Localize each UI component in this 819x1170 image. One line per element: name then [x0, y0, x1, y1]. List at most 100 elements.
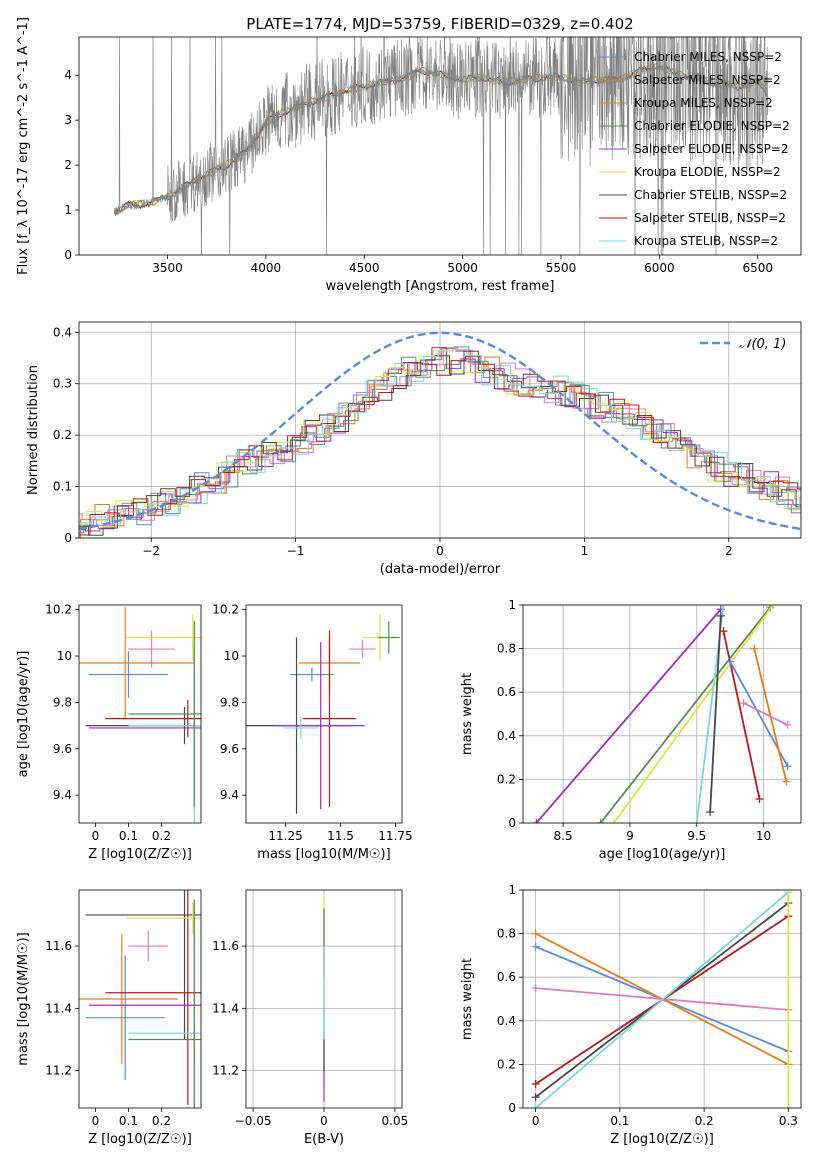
panel-mass_vs_Z: 0 0.1 0.2 11.2 11.4 11.6 Z [log10(Z/Z☉)] mass [… [16, 889, 202, 1147]
legend-label: Kroupa STELIB, NSSP=2 [634, 234, 778, 248]
x-tick-label: 1 [581, 544, 589, 558]
y-tick-label: 11.4 [45, 1001, 72, 1015]
x-tick-label: 0.2 [152, 1114, 171, 1128]
plot-area [532, 605, 792, 823]
y-tick-label: 2 [64, 158, 72, 172]
residual-histogram [79, 349, 801, 528]
x-tick-label: 9.5 [687, 829, 706, 843]
weight-marker [768, 605, 777, 609]
x-tick-label: 0.1 [119, 1114, 138, 1128]
y-tick-label: 10 [224, 649, 239, 663]
weight-marker [716, 611, 725, 620]
y-axis-label: Flux [f_λ 10^-17 erg cm^-2 s^-1 A^-1] [16, 17, 31, 275]
panel-weight_vs_age: 8.5 9 9.5 10 0 0.2 0.4 0.6 0.8 1 age [log10(age/yr… [460, 598, 802, 862]
x-axis-label: age [log10(age/yr)] [599, 847, 726, 862]
y-tick-label: 0.4 [497, 1014, 516, 1028]
y-tick-label: 0.3 [53, 377, 72, 391]
y-tick-label: 9.8 [53, 695, 72, 709]
y-tick-label: 0.2 [497, 772, 516, 786]
residual-histogram [79, 350, 801, 536]
weight-marker [784, 890, 793, 894]
residual-histogram [79, 347, 801, 526]
weight-marker [706, 808, 715, 817]
plot-area [531, 890, 793, 1108]
x-tick-label: 6500 [742, 261, 773, 275]
x-axis-label: wavelength [Angstrom, rest frame] [326, 279, 555, 294]
legend-label: Salpeter MILES, NSSP=2 [634, 73, 781, 87]
y-tick-label: 11.6 [212, 939, 239, 953]
weight-marker [784, 1104, 793, 1108]
legend-label: Kroupa MILES, NSSP=2 [634, 96, 773, 110]
axes-frame [522, 889, 802, 1109]
x-tick-label: 0.2 [152, 829, 171, 843]
x-axis-label: Z [log10(Z/Z☉)] [610, 1132, 714, 1147]
weight-marker [532, 819, 541, 823]
x-tick-label: 0 [92, 1114, 100, 1128]
x-axis-label: (data-model)/error [380, 562, 501, 577]
panel-spectrum: 3500 4000 4500 5000 5500 6000 6500 0 1 2 3 4 wavelen… [16, 17, 802, 294]
x-tick-label: 4000 [251, 261, 282, 275]
observed-spectrum-line [114, 37, 768, 255]
x-axis-label: E(B-V) [304, 1132, 344, 1147]
weight-marker [739, 699, 748, 708]
x-tick-label: 0.05 [382, 1114, 409, 1128]
y-tick-label: 0.4 [497, 729, 516, 743]
weight-marker [531, 942, 540, 951]
x-tick-label: −1 [287, 544, 305, 558]
y-axis-label: mass weight [460, 958, 475, 1040]
weight-marker [783, 720, 792, 729]
x-tick-label: 0 [92, 829, 100, 843]
legend-label: Chabrier STELIB, NSSP=2 [634, 188, 787, 202]
y-axis-label: age [log10(age/yr)] [16, 651, 31, 778]
x-tick-label: 0.1 [610, 1114, 629, 1128]
weight-marker [783, 762, 792, 771]
residual-histogram [79, 347, 801, 532]
y-tick-label: 9.4 [220, 788, 239, 802]
y-tick-label: 1 [508, 598, 516, 612]
legend-label: Chabrier ELODIE, NSSP=2 [634, 119, 790, 133]
x-tick-label: 0 [320, 1114, 328, 1128]
weight-marker [596, 819, 605, 823]
x-axis-label: Z [log10(Z/Z☉)] [88, 847, 192, 862]
y-tick-label: 0.2 [53, 428, 72, 442]
weight-marker [692, 819, 701, 823]
y-axis-label: Normed distribution [26, 365, 41, 495]
y-tick-label: 0 [64, 531, 72, 545]
y-tick-label: 0 [508, 816, 516, 830]
axes-frame [78, 604, 202, 824]
weight-marker [719, 627, 728, 636]
y-tick-label: 4 [64, 68, 72, 82]
legend-label: Chabrier MILES, NSSP=2 [634, 50, 782, 64]
weight-marker [719, 605, 728, 609]
x-tick-label: 3500 [152, 261, 183, 275]
weight-marker [531, 1104, 540, 1108]
residual-histogram [79, 355, 801, 536]
x-tick-label: 8.5 [554, 829, 573, 843]
x-tick-label: 11.5 [327, 829, 354, 843]
weight-line [722, 630, 761, 800]
y-tick-label: 10.2 [212, 603, 239, 617]
x-tick-label: 9 [626, 829, 634, 843]
figure-title: PLATE=1774, MJD=53759, FIBERID=0329, z=0… [246, 15, 633, 33]
weight-line [599, 606, 771, 823]
y-tick-label: 11.6 [45, 939, 72, 953]
weight-line [753, 648, 788, 782]
weight-marker [782, 777, 791, 786]
x-tick-label: 0 [436, 544, 444, 558]
x-axis-label: Z [log10(Z/Z☉)] [88, 1132, 192, 1147]
x-tick-label: 0 [532, 1114, 540, 1128]
weight-line [709, 615, 722, 813]
y-tick-label: 9.6 [220, 742, 239, 756]
weight-marker [755, 795, 764, 804]
plot-area [79, 890, 201, 1108]
weight-marker [750, 644, 759, 653]
x-tick-label: 10 [756, 829, 771, 843]
residual-histogram [79, 346, 801, 538]
y-tick-label: 10.2 [45, 603, 72, 617]
y-tick-label: 9.6 [53, 742, 72, 756]
x-tick-label: 5500 [546, 261, 577, 275]
weight-marker [609, 819, 618, 823]
weight-line [613, 605, 774, 823]
x-tick-label: 2 [725, 544, 733, 558]
